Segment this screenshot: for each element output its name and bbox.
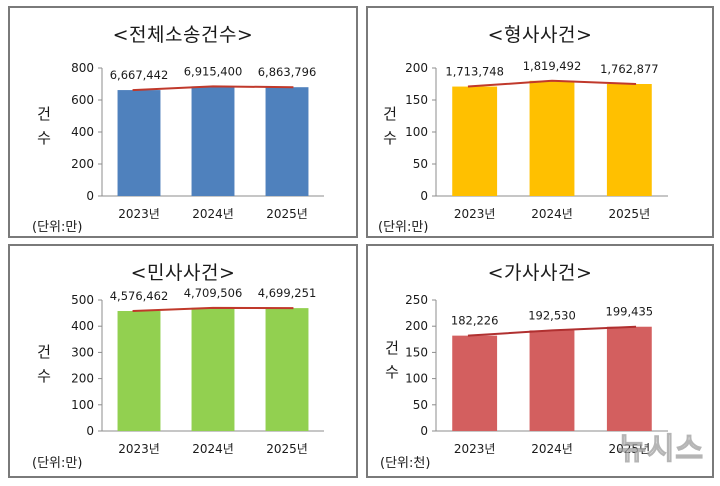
- x-tick-label: 2023년: [118, 442, 160, 456]
- y-tick-label: 0: [420, 424, 428, 438]
- x-tick-label: 2023년: [454, 207, 496, 221]
- data-label: 4,709,506: [184, 286, 243, 300]
- y-tick-label: 200: [71, 372, 94, 386]
- data-label: 6,667,442: [110, 68, 169, 82]
- data-label: 1,713,748: [445, 65, 504, 79]
- x-tick-label: 2024년: [531, 442, 573, 456]
- chart-panel-civil: <민사사건> 건수 (단위:만) 0 100 200 300 400 500 2023년 20…: [8, 244, 358, 478]
- y-tick-label: 0: [86, 189, 94, 203]
- data-label: 4,699,251: [258, 286, 317, 300]
- data-label: 182,226: [451, 314, 499, 328]
- y-tick-label: 300: [71, 345, 94, 359]
- unit-label: (단위:천): [380, 456, 431, 471]
- trend-line: [132, 306, 294, 313]
- bar: [265, 87, 309, 196]
- unit-label: (단위:만): [32, 220, 83, 235]
- bar-chart: 0 50 100 150 200 2023년 2024년 2025년 1,713,748 1,81…: [405, 59, 668, 221]
- x-tick-label: 2024년: [192, 207, 234, 221]
- y-tick-label: 100: [405, 372, 428, 386]
- chart-title: <가사사건>: [487, 262, 593, 284]
- x-tick-label: 2023년: [454, 442, 496, 456]
- bar: [265, 308, 309, 431]
- bar: [191, 86, 235, 196]
- bar: [117, 311, 161, 431]
- y-tick-label: 150: [405, 93, 428, 107]
- bar: [529, 330, 575, 431]
- y-axis-label: 건수: [37, 343, 51, 385]
- bar: [452, 335, 498, 431]
- y-axis-label: 건수: [383, 105, 397, 147]
- data-label: 4,576,462: [110, 289, 169, 303]
- y-axis-label: 건수: [37, 105, 51, 147]
- y-axis-label: 건수: [385, 339, 399, 381]
- chart-panel-total: <전체소송건수> 건수 (단위:만) 0 200 400 600 800 2023년 202…: [8, 6, 358, 238]
- x-tick-label: 2025년: [266, 442, 308, 456]
- y-tick-label: 200: [405, 319, 428, 333]
- data-label: 1,762,877: [600, 62, 659, 76]
- trend-line: [467, 79, 637, 88]
- data-label: 6,863,796: [258, 65, 317, 79]
- x-tick-label: 2023년: [118, 207, 160, 221]
- bar-chart: 0 200 400 600 800 2023년 2024년 2025년 6,667,442 6,9…: [71, 61, 324, 221]
- bar: [452, 86, 498, 196]
- chart-panel-criminal: <형사사건> 건수 (단위:만) 0 50 100 150 200 2023년 2024년 2…: [366, 6, 714, 238]
- y-tick-label: 50: [413, 157, 428, 171]
- x-tick-label: 2024년: [192, 442, 234, 456]
- bar: [191, 307, 235, 431]
- y-tick-label: 400: [71, 125, 94, 139]
- bar-chart: 0 50 100 150 200 250 2023년 2024년 2025년 182,226 192…: [405, 293, 668, 456]
- data-label: 192,530: [528, 308, 576, 322]
- y-tick-label: 150: [405, 345, 428, 359]
- unit-label: (단위:만): [32, 456, 83, 471]
- y-tick-label: 250: [405, 293, 428, 307]
- bar: [117, 90, 161, 196]
- bar-chart: 0 100 200 300 400 500 2023년 2024년 2025년 4,576,462…: [71, 286, 324, 456]
- x-tick-label: 2025년: [609, 207, 651, 221]
- y-tick-label: 400: [71, 319, 94, 333]
- bar: [606, 84, 652, 196]
- bar: [606, 326, 652, 431]
- y-tick-label: 200: [71, 157, 94, 171]
- y-tick-label: 0: [86, 424, 94, 438]
- y-tick-label: 0: [420, 189, 428, 203]
- unit-label: (단위:만): [378, 220, 429, 235]
- y-tick-label: 800: [71, 61, 94, 75]
- data-label: 1,819,492: [523, 59, 582, 73]
- trend-line: [132, 85, 294, 92]
- y-tick-label: 500: [71, 293, 94, 307]
- chart-panel-family: <가사사건> 건수 (단위:천) 0 50 100 150 200 250 2023년 202…: [366, 244, 714, 478]
- x-tick-label: 2024년: [531, 207, 573, 221]
- y-tick-label: 200: [405, 61, 428, 75]
- y-tick-label: 50: [413, 398, 428, 412]
- x-tick-label: 2025년: [266, 207, 308, 221]
- chart-title: <형사사건>: [487, 24, 593, 46]
- chart-title: <민사사건>: [130, 262, 236, 284]
- y-tick-label: 100: [71, 398, 94, 412]
- x-tick-label: 2025년: [609, 442, 651, 456]
- trend-line: [467, 325, 637, 337]
- y-tick-label: 100: [405, 125, 428, 139]
- y-tick-label: 600: [71, 93, 94, 107]
- data-label: 6,915,400: [184, 64, 243, 78]
- chart-title: <전체소송건수>: [112, 24, 254, 46]
- bar: [529, 80, 575, 196]
- data-label: 199,435: [606, 305, 654, 319]
